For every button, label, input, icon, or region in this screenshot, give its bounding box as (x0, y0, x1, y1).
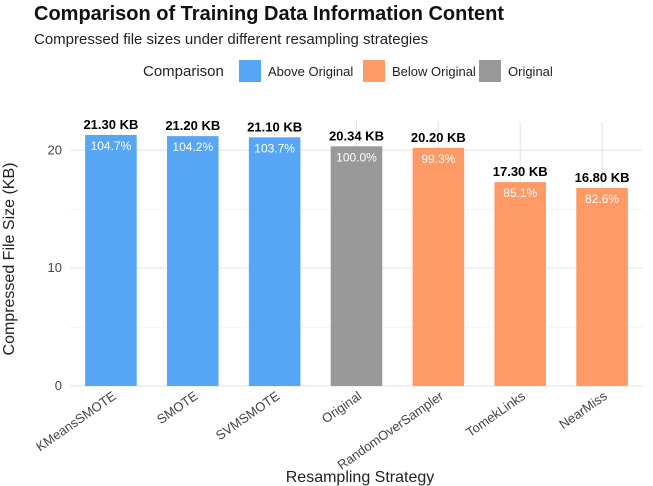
value-label-svmsmote: 21.10 KB (247, 119, 302, 134)
value-label-smote: 21.20 KB (165, 118, 220, 133)
legend-swatch-above-original (239, 60, 261, 82)
value-label-original: 20.34 KB (329, 128, 384, 143)
legend-swatch-below-original (363, 60, 385, 82)
y-tick-label: 0 (55, 378, 62, 393)
value-label-randomoversampler: 20.20 KB (411, 130, 466, 145)
x-axis-title: Resampling Strategy (286, 469, 435, 486)
legend-label-below-original: Below Original (392, 64, 476, 79)
chart-title: Comparison of Training Data Information … (34, 3, 504, 25)
bar-svmsmote (248, 137, 301, 386)
percent-label-svmsmote: 103.7% (254, 141, 295, 155)
legend: Comparison Above Original Below Original… (143, 60, 553, 82)
legend-swatch-original (479, 60, 501, 82)
percent-label-original: 100.0% (336, 150, 377, 164)
bar-original (330, 146, 383, 386)
percent-label-tomeklinks: 85.1% (503, 186, 537, 200)
x-tick-label-kmeanssmote: KMeansSMOTE (33, 388, 119, 454)
bar-smote (167, 136, 219, 386)
bars: 21.30 KB 104.7% 21.20 KB 104.2% 21.10 KB 103.… (83, 117, 630, 386)
bar-tomeklinks (494, 182, 546, 386)
value-label-kmeanssmote: 21.30 KB (83, 117, 138, 132)
percent-label-randomoversampler: 99.3% (421, 152, 455, 166)
x-tick-label-nearmiss: NearMiss (556, 388, 610, 432)
bar-kmeanssmote (85, 134, 137, 386)
percent-label-kmeanssmote: 104.7% (91, 139, 132, 153)
value-label-nearmiss: 16.80 KB (575, 170, 630, 185)
x-tick-label-svmsmote: SVMSMOTE (213, 388, 283, 443)
legend-label-original: Original (508, 64, 553, 79)
percent-label-smote: 104.2% (172, 140, 213, 154)
x-axis-ticks: KMeansSMOTE SMOTE SVMSMOTE OriginalRandomOv… (33, 388, 610, 473)
bar-randomoversampler (412, 147, 465, 386)
value-label-tomeklinks: 17.30 KB (493, 164, 548, 179)
x-tick-label-smote: SMOTE (154, 388, 201, 427)
bar-nearmiss (576, 188, 628, 386)
percent-label-nearmiss: 82.6% (585, 192, 619, 206)
y-axis-title: Compressed File Size (KB) (1, 163, 18, 356)
legend-title: Comparison (143, 63, 224, 80)
y-axis-ticks: 0 10 20 (48, 142, 62, 393)
x-tick-label-tomeklinks: TomekLinks (463, 388, 528, 440)
chart-subtitle: Compressed file sizes under different re… (34, 31, 428, 48)
x-tick-label-original: Original (319, 388, 364, 426)
y-tick-label: 20 (48, 142, 62, 157)
legend-label-above-original: Above Original (268, 64, 353, 79)
y-tick-label: 10 (48, 260, 62, 275)
